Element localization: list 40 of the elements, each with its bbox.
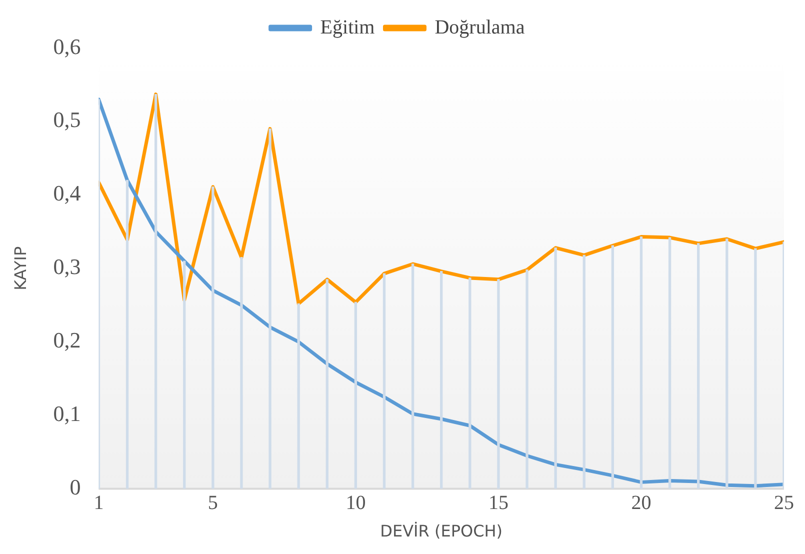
x-tick-label: 10 — [346, 492, 366, 514]
bar — [668, 237, 672, 489]
x-tick-label: 25 — [774, 492, 794, 514]
y-tick-label: 0,3 — [53, 254, 81, 280]
bar — [526, 270, 528, 489]
bar — [640, 236, 643, 489]
x-tick-label: 1 — [94, 492, 104, 514]
bar — [382, 273, 386, 489]
bar — [268, 128, 272, 489]
bar — [154, 94, 158, 489]
bar — [497, 279, 500, 489]
bar — [212, 186, 214, 489]
bar — [354, 302, 358, 489]
x-axis-title: DEVİR (EPOCH) — [380, 522, 503, 541]
bar — [697, 243, 700, 489]
bar — [440, 271, 443, 489]
y-tick-label: 0 — [70, 474, 81, 500]
bar — [411, 264, 414, 489]
y-tick-label: 0,6 — [53, 34, 81, 59]
x-tick-label: 15 — [488, 492, 508, 514]
y-tick-label: 0,5 — [53, 107, 81, 132]
bar — [582, 254, 586, 489]
bar — [326, 279, 328, 489]
bar — [240, 257, 243, 489]
bar — [754, 248, 757, 489]
bar — [183, 260, 186, 489]
legend-label: Eğitim — [320, 16, 376, 38]
x-tick-label: 5 — [208, 492, 218, 514]
bar — [468, 278, 472, 489]
bar — [554, 248, 557, 489]
y-tick-label: 0,2 — [53, 328, 81, 353]
bar — [611, 245, 614, 489]
bar — [126, 180, 129, 489]
bar — [726, 238, 728, 489]
bar — [297, 303, 300, 489]
y-axis-title: KAYIP — [10, 246, 30, 290]
y-tick-label: 0,4 — [53, 180, 81, 206]
legend-label: Doğrulama — [434, 16, 525, 38]
x-tick-label: 20 — [631, 492, 652, 514]
y-tick-label: 0,1 — [53, 401, 81, 426]
